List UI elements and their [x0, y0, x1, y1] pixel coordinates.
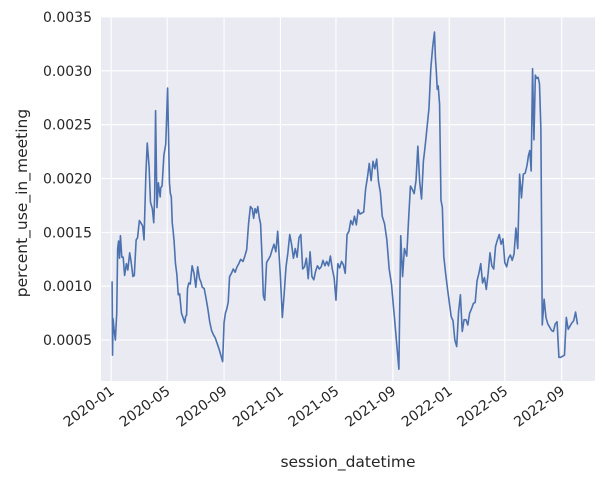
y-tick-label: 0.0035: [43, 10, 92, 26]
x-tick-label: 2020-09: [174, 383, 231, 430]
x-axis-label: session_datetime: [280, 453, 415, 472]
y-tick-label: 0.0010: [43, 279, 92, 295]
y-tick-labels: 0.0005 0.0010 0.0015 0.0020 0.0025 0.0030 0.00…: [43, 10, 92, 349]
x-tick-label: 2022-09: [511, 383, 568, 430]
x-tick-label: 2022-01: [399, 383, 456, 430]
y-tick-label: 0.0005: [43, 333, 92, 349]
y-tick-label: 0.0020: [43, 172, 92, 188]
x-tick-label: 2021-05: [286, 383, 343, 430]
y-tick-label: 0.0030: [43, 64, 92, 80]
x-tick-label: 2022-05: [454, 383, 511, 430]
series-line: [111, 31, 579, 370]
plot-background: [101, 17, 595, 381]
y-axis-label: percent_use_in_meeting: [13, 109, 32, 297]
x-tick-label: 2021-09: [342, 383, 399, 430]
x-tick-label: 2020-05: [117, 383, 174, 430]
x-tick-label: 2020-01: [61, 383, 118, 430]
y-tick-label: 0.0015: [43, 225, 92, 241]
y-tick-label: 0.0025: [43, 118, 92, 134]
x-tick-label: 2021-01: [230, 383, 287, 430]
